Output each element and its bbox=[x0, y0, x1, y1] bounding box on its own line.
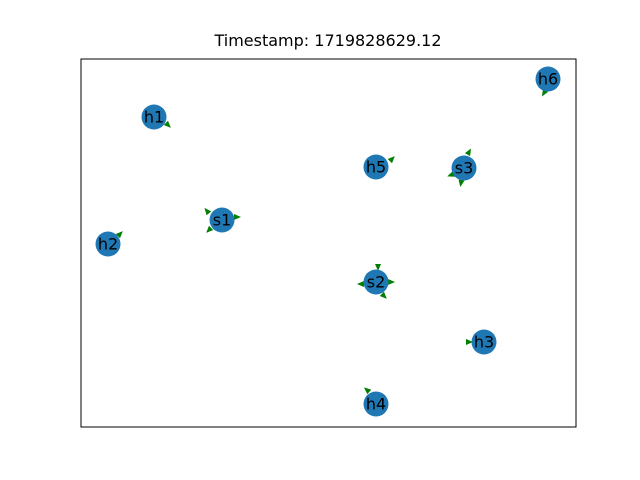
node-s2[interactable]: s2 bbox=[363, 269, 389, 295]
node-h5[interactable]: h5 bbox=[363, 154, 389, 180]
arrowhead bbox=[163, 120, 171, 128]
arrowhead bbox=[466, 339, 473, 345]
node-s1[interactable]: s1 bbox=[209, 207, 235, 233]
node-circle bbox=[141, 104, 167, 130]
node-h3[interactable]: h3 bbox=[471, 329, 497, 355]
arrowhead bbox=[206, 225, 214, 233]
node-circle bbox=[363, 391, 389, 417]
node-label: h4 bbox=[366, 395, 386, 414]
arrowhead bbox=[388, 279, 395, 285]
arrowhead bbox=[204, 207, 212, 216]
arrowhead bbox=[363, 387, 372, 395]
node-label: s1 bbox=[213, 211, 232, 230]
arrowhead bbox=[379, 291, 387, 299]
arrowhead bbox=[115, 231, 123, 239]
node-label: h6 bbox=[538, 70, 558, 89]
nodes: h1 h2 h3 h4 h5 h6 s1 s2 s3 bbox=[95, 66, 561, 417]
node-label: h3 bbox=[474, 333, 494, 352]
node-h4[interactable]: h4 bbox=[363, 391, 389, 417]
arrowhead bbox=[464, 148, 471, 157]
node-circle bbox=[209, 207, 235, 233]
node-label: s2 bbox=[367, 273, 386, 292]
node-label: h1 bbox=[144, 108, 164, 127]
diagram-title: Timestamp: 1719828629.12 bbox=[214, 31, 442, 50]
node-circle bbox=[95, 231, 121, 257]
node-circle bbox=[363, 154, 389, 180]
node-h6[interactable]: h6 bbox=[535, 66, 561, 92]
node-label: h2 bbox=[98, 235, 118, 254]
node-circle bbox=[363, 269, 389, 295]
arrowhead bbox=[375, 264, 381, 271]
node-circle bbox=[451, 155, 477, 181]
node-label: s3 bbox=[455, 159, 474, 178]
node-s3[interactable]: s3 bbox=[451, 155, 477, 181]
node-circle bbox=[535, 66, 561, 92]
node-h1[interactable]: h1 bbox=[141, 104, 167, 130]
arrowhead bbox=[234, 214, 241, 220]
arrowhead bbox=[542, 88, 549, 97]
arrowhead bbox=[458, 179, 465, 187]
plot-frame bbox=[80, 58, 577, 428]
node-circle bbox=[471, 329, 497, 355]
arrowhead bbox=[357, 281, 364, 287]
node-h2[interactable]: h2 bbox=[95, 231, 121, 257]
arrowheads bbox=[115, 88, 549, 395]
node-label: h5 bbox=[366, 158, 386, 177]
arrowhead bbox=[387, 156, 395, 164]
